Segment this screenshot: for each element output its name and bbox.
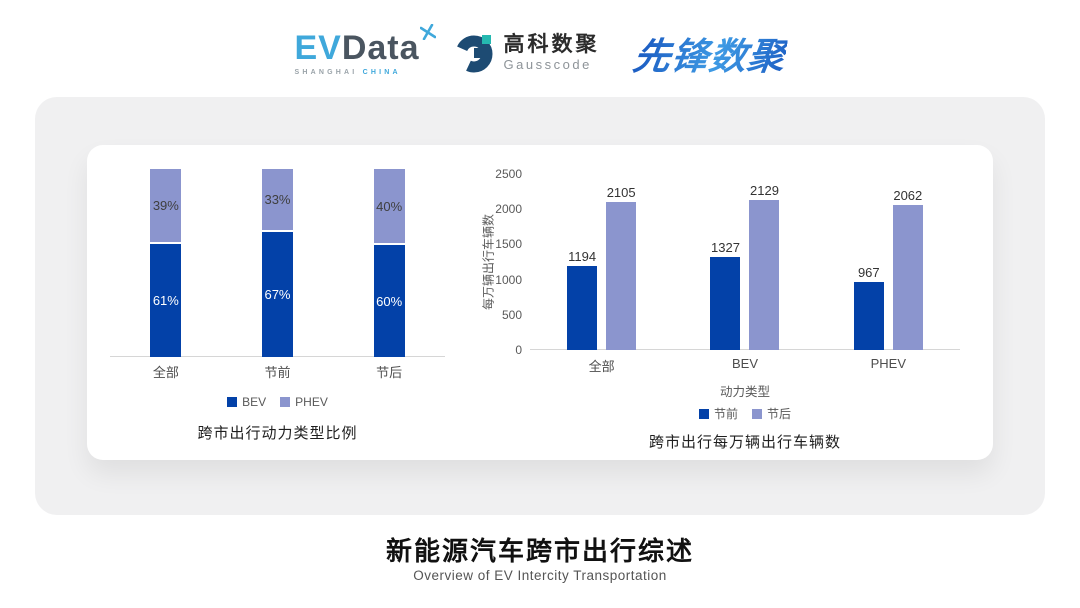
category-label: 全部 bbox=[152, 365, 179, 380]
page-title: 新能源汽车跨市出行综述 bbox=[385, 536, 694, 566]
bar-with-label: 1194 bbox=[567, 249, 598, 350]
bar-节后 bbox=[606, 202, 637, 350]
page-subtitle: Overview of EV Intercity Transportation bbox=[413, 568, 667, 583]
bar-segment-bev: 61% bbox=[150, 244, 182, 357]
xianfeng-logo: 先锋数聚 bbox=[630, 26, 790, 80]
logo-row: EVData SHANGHAI CHINA 高科数聚 Gausscode 先锋数… bbox=[0, 23, 1080, 82]
bar-value-label: 2129 bbox=[750, 183, 779, 198]
bar-with-label: 2129 bbox=[749, 183, 780, 350]
bar-value-label: 1327 bbox=[711, 240, 740, 255]
legend-swatch bbox=[227, 397, 238, 407]
stacked-bar: 40% 60% bbox=[373, 169, 405, 357]
bar-with-label: 1327 bbox=[710, 240, 741, 350]
stacked-bar-plot: 39% 61% 33% 67% 40% 60% bbox=[110, 169, 445, 357]
bar-value-label: 2105 bbox=[606, 185, 636, 200]
y-tick-label: 2500 bbox=[495, 167, 522, 181]
bar-segment-phev: 39% bbox=[150, 169, 182, 242]
legend-item-节前: 节前 bbox=[698, 405, 738, 422]
legend-item-节后: 节后 bbox=[752, 405, 791, 422]
y-tick-label: 500 bbox=[501, 307, 522, 322]
bar-group: 1194 2105 bbox=[530, 174, 673, 350]
legend-label: BEV bbox=[242, 395, 267, 409]
stacked-bar: 39% 61% bbox=[150, 169, 182, 357]
stacked-bar-cell: 40% 60% bbox=[333, 169, 445, 357]
x-axis-category-labels: 全部 BEV PHEV bbox=[530, 356, 960, 375]
bar-group: 967 2062 bbox=[817, 174, 960, 350]
y-tick-label: 1500 bbox=[495, 237, 522, 252]
category-label: 节前 bbox=[264, 365, 291, 380]
category-label: 节后 bbox=[376, 365, 403, 380]
charts-panel: 39% 61% 33% 67% 40% 60% 全部 节前 节后 BEV PHEV 跨市出行动力… bbox=[35, 97, 1045, 515]
stacked-bar-cell: 39% 61% bbox=[110, 169, 222, 357]
chart-title: 跨市出行每万辆出行车辆数 bbox=[648, 434, 841, 451]
bar-with-label: 967 bbox=[853, 265, 884, 350]
legend-swatch bbox=[280, 397, 291, 407]
evdata-shanghai-text: SHANGHAI bbox=[294, 68, 358, 76]
evdata-logo: EVData SHANGHAI CHINA bbox=[294, 23, 436, 76]
evdata-china-text: CHINA bbox=[362, 68, 401, 76]
bar-节后 bbox=[749, 200, 780, 350]
y-tick-label: 2000 bbox=[495, 202, 522, 217]
grouped-bar-plot-area: 每万辆出行车辆数 0 500 1000 1500 2000 2500 1194 2105 13… bbox=[467, 168, 967, 356]
y-tick-label: 0 bbox=[515, 343, 522, 357]
bar-segment-bev: 60% bbox=[373, 245, 405, 357]
gausscode-text: 高科数聚 Gausscode bbox=[504, 33, 600, 72]
bar-value-label: 1194 bbox=[568, 249, 597, 264]
bar-with-label: 2105 bbox=[606, 185, 637, 350]
bar-segment-bev: 67% bbox=[261, 232, 293, 357]
category-label: BEV bbox=[731, 356, 758, 371]
legend: BEV PHEV bbox=[110, 395, 445, 409]
grouped-bar-plot: 1194 2105 1327 2129 967 2062 bbox=[530, 174, 960, 350]
evdata-ev-text: EV bbox=[294, 28, 342, 67]
legend-label: 节后 bbox=[767, 407, 792, 421]
gausscode-logo: 高科数聚 Gausscode bbox=[454, 32, 600, 74]
bar-value-label: 2062 bbox=[893, 188, 923, 203]
gausscode-en-text: Gausscode bbox=[503, 56, 592, 72]
gausscode-mark-icon bbox=[455, 35, 493, 73]
stacked-bar-cell: 33% 67% bbox=[222, 169, 334, 357]
bar-节前 bbox=[710, 257, 741, 350]
gausscode-cn-text: 高科数聚 bbox=[503, 33, 600, 57]
evdata-subtext: SHANGHAI CHINA bbox=[294, 69, 400, 76]
bar-节前 bbox=[853, 282, 884, 350]
legend: 节前 节后 bbox=[530, 405, 960, 422]
charts-card: 39% 61% 33% 67% 40% 60% 全部 节前 节后 BEV PHEV 跨市出行动力… bbox=[87, 145, 993, 460]
bar-节前 bbox=[567, 266, 598, 350]
category-label: 全部 bbox=[588, 359, 615, 374]
y-axis-ticks: 0 500 1000 1500 2000 2500 bbox=[467, 168, 522, 356]
legend-swatch bbox=[698, 408, 709, 419]
bar-segment-phev: 33% bbox=[261, 169, 293, 230]
bar-节后 bbox=[892, 205, 923, 350]
x-axis-category-labels: 全部 节前 节后 bbox=[110, 362, 445, 381]
stacked-bar: 33% 67% bbox=[261, 169, 293, 357]
legend-label: 节前 bbox=[713, 407, 738, 421]
grouped-bar-chart: 每万辆出行车辆数 0 500 1000 1500 2000 2500 1194 2105 13… bbox=[467, 168, 967, 452]
chart-title: 跨市出行动力类型比例 bbox=[197, 425, 358, 442]
x-axis-label: 动力类型 bbox=[719, 385, 770, 399]
bar-value-label: 967 bbox=[857, 265, 880, 280]
sparkle-icon bbox=[419, 23, 436, 40]
category-label: PHEV bbox=[870, 356, 907, 371]
legend-label: PHEV bbox=[295, 395, 328, 409]
evdata-data-text: Data bbox=[341, 28, 420, 67]
stacked-bar-chart: 39% 61% 33% 67% 40% 60% 全部 节前 节后 BEV PHEV 跨市出行动力… bbox=[110, 169, 445, 443]
evdata-wordmark: EVData bbox=[294, 23, 436, 67]
bar-with-label: 2062 bbox=[892, 188, 923, 350]
legend-item-BEV: BEV bbox=[227, 395, 266, 409]
bar-segment-phev: 40% bbox=[373, 169, 405, 243]
legend-swatch bbox=[752, 408, 762, 419]
bar-group: 1327 2129 bbox=[673, 174, 816, 350]
legend-item-PHEV: PHEV bbox=[280, 395, 328, 409]
y-tick-label: 1000 bbox=[495, 272, 522, 287]
